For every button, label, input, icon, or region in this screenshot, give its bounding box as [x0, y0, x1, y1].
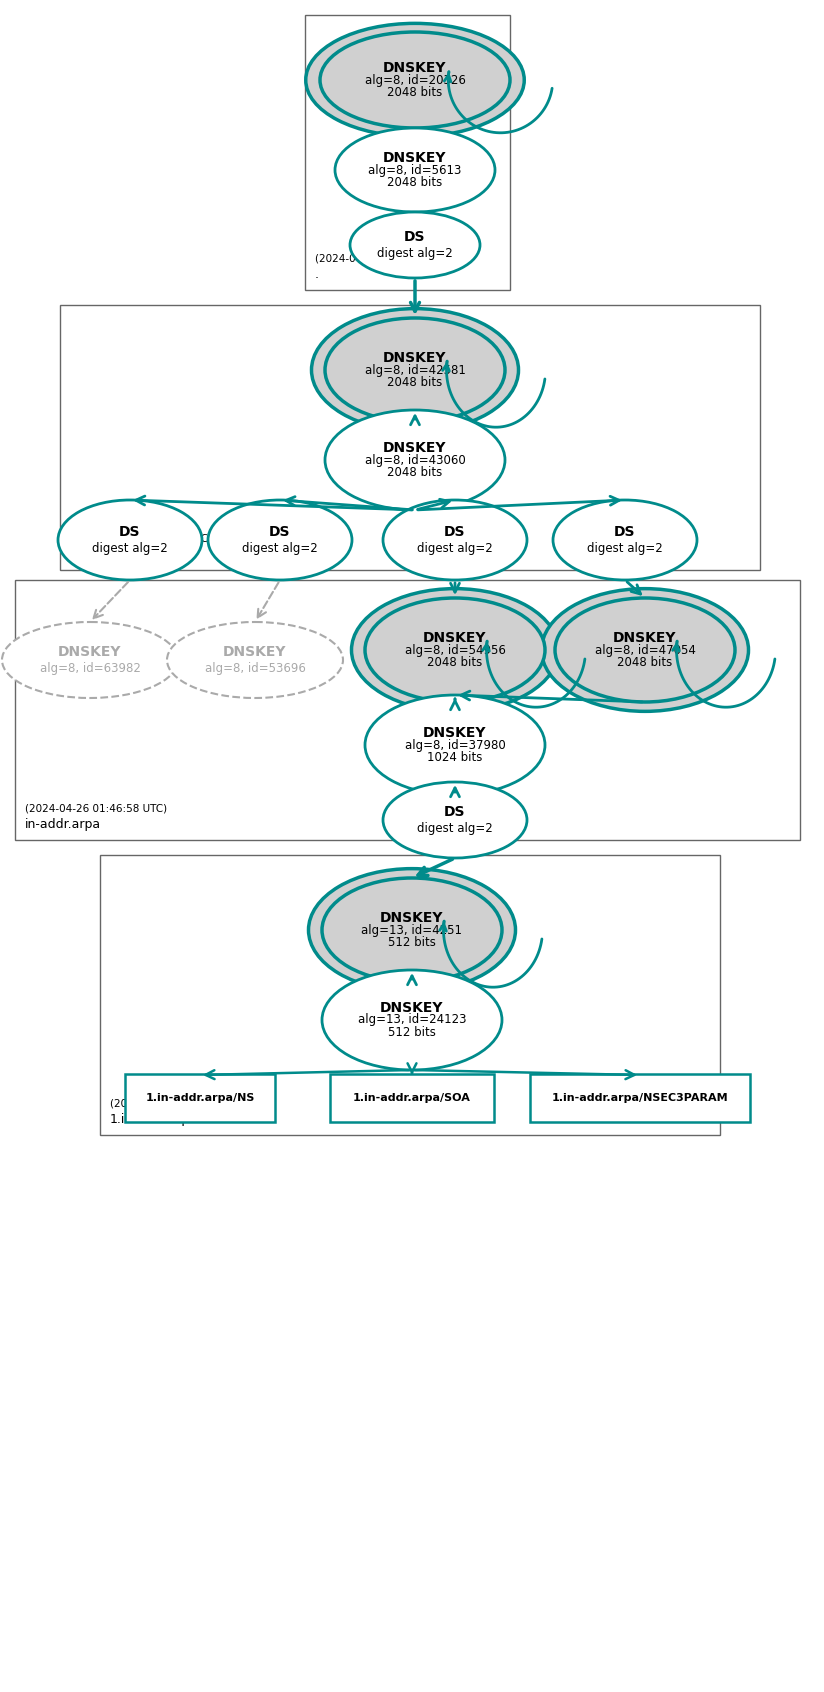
Text: 2048 bits: 2048 bits	[428, 655, 483, 668]
Ellipse shape	[320, 32, 510, 129]
Text: DS: DS	[444, 525, 466, 540]
Text: DNSKEY: DNSKEY	[424, 631, 487, 645]
Text: (2024-04-26 01:46:58 UTC): (2024-04-26 01:46:58 UTC)	[25, 804, 167, 812]
Text: alg=13, id=24123: alg=13, id=24123	[358, 1014, 466, 1027]
FancyBboxPatch shape	[330, 1074, 494, 1122]
Text: DNSKEY: DNSKEY	[59, 645, 122, 658]
Text: in-addr.arpa: in-addr.arpa	[25, 817, 101, 831]
Ellipse shape	[352, 589, 559, 711]
Ellipse shape	[325, 318, 505, 421]
Ellipse shape	[555, 597, 735, 702]
Text: .: .	[315, 267, 319, 281]
Text: DNSKEY: DNSKEY	[424, 726, 487, 739]
Text: DS: DS	[444, 805, 466, 819]
Ellipse shape	[58, 501, 202, 580]
Text: 512 bits: 512 bits	[388, 936, 436, 949]
Text: alg=8, id=43060: alg=8, id=43060	[365, 453, 466, 467]
Text: alg=8, id=53696: alg=8, id=53696	[204, 662, 306, 675]
Ellipse shape	[541, 589, 748, 711]
Text: 1024 bits: 1024 bits	[428, 751, 483, 763]
Text: arpa: arpa	[70, 548, 99, 562]
Text: 512 bits: 512 bits	[388, 1025, 436, 1039]
Text: digest alg=2: digest alg=2	[588, 541, 662, 555]
Ellipse shape	[383, 501, 527, 580]
Text: DNSKEY: DNSKEY	[223, 645, 287, 658]
Ellipse shape	[335, 129, 495, 212]
Bar	[305, 15, 510, 289]
Ellipse shape	[306, 24, 524, 137]
Text: 1.in-addr.arpa: 1.in-addr.arpa	[110, 1113, 198, 1125]
Text: digest alg=2: digest alg=2	[417, 541, 493, 555]
Text: 2048 bits: 2048 bits	[387, 465, 442, 479]
Ellipse shape	[350, 212, 480, 277]
Text: alg=8, id=20326: alg=8, id=20326	[364, 73, 466, 86]
Text: DS: DS	[119, 525, 141, 540]
Text: DNSKEY: DNSKEY	[383, 151, 447, 166]
Bar	[15, 580, 800, 839]
Ellipse shape	[311, 308, 518, 431]
Ellipse shape	[553, 501, 697, 580]
Text: alg=8, id=63982: alg=8, id=63982	[40, 662, 140, 675]
Text: DS: DS	[405, 230, 426, 244]
Ellipse shape	[325, 409, 505, 509]
Text: (2024-04-26 05:07:37 UTC): (2024-04-26 05:07:37 UTC)	[110, 1098, 252, 1108]
Text: DNSKEY: DNSKEY	[613, 631, 677, 645]
Text: alg=8, id=5613: alg=8, id=5613	[368, 164, 461, 176]
Ellipse shape	[322, 970, 502, 1069]
Text: 2048 bits: 2048 bits	[617, 655, 672, 668]
Text: DS: DS	[614, 525, 636, 540]
Text: 2048 bits: 2048 bits	[387, 86, 442, 98]
Ellipse shape	[365, 597, 545, 702]
FancyBboxPatch shape	[530, 1074, 750, 1122]
FancyBboxPatch shape	[125, 1074, 275, 1122]
Ellipse shape	[208, 501, 352, 580]
Ellipse shape	[322, 878, 502, 981]
Text: (2024-04-26 01:46:42 UTC): (2024-04-26 01:46:42 UTC)	[70, 533, 212, 543]
Text: DNSKEY: DNSKEY	[383, 350, 447, 365]
Text: alg=8, id=54956: alg=8, id=54956	[405, 643, 505, 656]
Text: 1.in-addr.arpa/NS: 1.in-addr.arpa/NS	[145, 1093, 255, 1103]
Bar	[100, 854, 720, 1135]
Text: 1.in-addr.arpa/SOA: 1.in-addr.arpa/SOA	[353, 1093, 471, 1103]
Text: DS: DS	[269, 525, 291, 540]
Ellipse shape	[2, 623, 178, 699]
Text: DNSKEY: DNSKEY	[383, 442, 447, 455]
Ellipse shape	[383, 782, 527, 858]
Text: alg=8, id=37980: alg=8, id=37980	[405, 738, 505, 751]
Text: alg=8, id=47054: alg=8, id=47054	[595, 643, 695, 656]
Text: DNSKEY: DNSKEY	[380, 910, 444, 926]
Ellipse shape	[167, 623, 343, 699]
Ellipse shape	[365, 695, 545, 795]
Text: alg=8, id=42581: alg=8, id=42581	[364, 364, 466, 377]
Ellipse shape	[308, 868, 516, 992]
Text: 1.in-addr.arpa/NSEC3PARAM: 1.in-addr.arpa/NSEC3PARAM	[552, 1093, 728, 1103]
Text: DNSKEY: DNSKEY	[380, 1002, 444, 1015]
Text: alg=13, id=4251: alg=13, id=4251	[362, 924, 462, 936]
Bar	[60, 305, 760, 570]
Text: 2048 bits: 2048 bits	[387, 176, 442, 188]
Text: digest alg=2: digest alg=2	[92, 541, 168, 555]
Text: digest alg=2: digest alg=2	[377, 247, 453, 259]
Text: DNSKEY: DNSKEY	[383, 61, 447, 74]
Text: digest alg=2: digest alg=2	[242, 541, 318, 555]
Text: (2024-04-26 00:44:41 UTC): (2024-04-26 00:44:41 UTC)	[315, 254, 457, 262]
Text: digest alg=2: digest alg=2	[417, 822, 493, 834]
Text: 2048 bits: 2048 bits	[387, 376, 442, 389]
